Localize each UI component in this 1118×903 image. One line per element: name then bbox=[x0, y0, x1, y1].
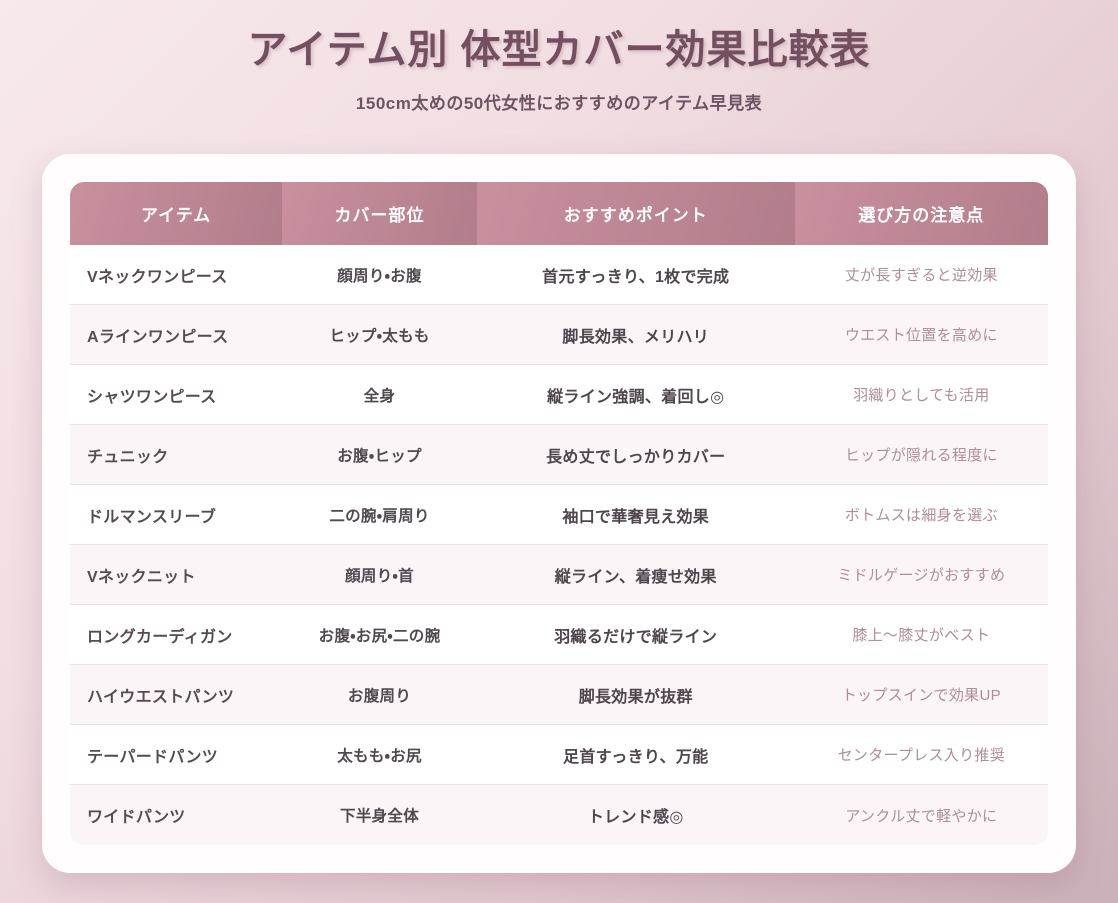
comparison-table: アイテム カバー部位 おすすめポイント 選び方の注意点 Vネックワンピース 顔周… bbox=[70, 182, 1048, 845]
cell-recommend-point: 縦ライン、着痩せ効果 bbox=[554, 568, 717, 586]
cell-selection-note: 丈が長すぎると逆効果 bbox=[844, 267, 998, 284]
page-subtitle: 150cm太めの50代女性におすすめのアイテム早見表 bbox=[355, 94, 763, 113]
cell-selection-note: 膝上〜膝丈がベスト bbox=[852, 627, 991, 644]
table-card: アイテム カバー部位 おすすめポイント 選び方の注意点 Vネックワンピース 顔周… bbox=[42, 154, 1076, 873]
cell-item: ハイウエストパンツ bbox=[87, 688, 235, 706]
table-header-row: アイテム カバー部位 おすすめポイント 選び方の注意点 bbox=[70, 182, 1048, 245]
cell-item: ロングカーディガン bbox=[87, 628, 233, 646]
cell-cover-area: 下半身全体 bbox=[340, 808, 420, 825]
table-row: シャツワンピース 全身 縦ライン強調、着回し◎ 羽織りとしても活用 bbox=[70, 365, 1048, 425]
cell-recommend-point: 首元すっきり、1枚で完成 bbox=[542, 268, 730, 286]
cell-item: シャツワンピース bbox=[87, 388, 217, 406]
cell-cover-area: 太もも・お尻 bbox=[337, 747, 422, 765]
cell-item: ドルマンスリーブ bbox=[87, 508, 217, 526]
cell-selection-note: ミドルゲージがおすすめ bbox=[837, 567, 1006, 584]
cell-item: Vネックニット bbox=[87, 568, 196, 586]
cell-cover-area: 全身 bbox=[363, 387, 396, 405]
cell-cover-area: 顔周り・首 bbox=[345, 567, 414, 585]
cell-cover-area: 二の腕・肩周り bbox=[329, 507, 430, 525]
table-row: ロングカーディガン お腹・お尻・二の腕 羽織るだけで縦ライン 膝上〜膝丈がベスト bbox=[70, 605, 1048, 665]
cell-recommend-point: 脚長効果、メリハリ bbox=[562, 328, 710, 346]
cell-selection-note: 羽織りとしても活用 bbox=[853, 387, 990, 404]
cell-item: ワイドパンツ bbox=[87, 809, 186, 826]
cell-selection-note: アンクル丈で軽やかに bbox=[845, 807, 998, 825]
cell-recommend-point: 長め丈でしっかりカバー bbox=[546, 448, 726, 466]
table-row: テーパードパンツ 太もも・お尻 足首すっきり、万能 センタープレス入り推奨 bbox=[70, 725, 1048, 785]
table-row: ワイドパンツ 下半身全体 トレンド感◎ アンクル丈で軽やかに bbox=[70, 785, 1048, 845]
table-row: Aラインワンピース ヒップ・太もも 脚長効果、メリハリ ウエスト位置を高めに bbox=[70, 305, 1048, 365]
cell-cover-area: お腹・ヒップ bbox=[337, 447, 422, 465]
table-row: チュニック お腹・ヒップ 長め丈でしっかりカバー ヒップが隠れる程度に bbox=[70, 425, 1048, 485]
page-background: アイテム別 体型カバー効果比較表 150cm太めの50代女性におすすめのアイテム… bbox=[0, 0, 1118, 873]
column-header-recommend-point: おすすめポイント bbox=[476, 182, 795, 245]
cell-selection-note: ウエスト位置を高めに bbox=[844, 327, 998, 344]
cell-selection-note: トップスインで効果UP bbox=[841, 687, 1001, 704]
cell-selection-note: ヒップが隠れる程度に bbox=[844, 447, 998, 464]
cell-item: テーパードパンツ bbox=[87, 748, 219, 766]
cell-recommend-point: 羽織るだけで縦ライン bbox=[554, 628, 718, 646]
page-title: アイテム別 体型カバー効果比較表 bbox=[247, 28, 871, 72]
cell-selection-note: ボトムスは細身を選ぶ bbox=[844, 507, 998, 524]
cell-recommend-point: トレンド感◎ bbox=[587, 809, 684, 826]
column-header-item: アイテム bbox=[70, 182, 283, 245]
column-header-selection-note: 選び方の注意点 bbox=[794, 182, 1048, 245]
table-row: Vネックニット 顔周り・首 縦ライン、着痩せ効果 ミドルゲージがおすすめ bbox=[70, 545, 1048, 605]
cell-item: チュニック bbox=[87, 448, 169, 466]
cell-item: Vネックワンピース bbox=[87, 268, 228, 286]
table-row: ドルマンスリーブ 二の腕・肩周り 袖口で華奢見え効果 ボトムスは細身を選ぶ bbox=[70, 485, 1048, 545]
cell-cover-area: 顔周り・お腹 bbox=[337, 267, 422, 285]
cell-recommend-point: 脚長効果が抜群 bbox=[578, 688, 693, 706]
cell-cover-area: お腹・お尻・二の腕 bbox=[318, 627, 441, 645]
cell-cover-area: お腹周り bbox=[347, 687, 412, 705]
cell-recommend-point: 足首すっきり、万能 bbox=[563, 748, 709, 766]
column-header-cover-area: カバー部位 bbox=[282, 182, 477, 245]
table-row: Vネックワンピース 顔周り・お腹 首元すっきり、1枚で完成 丈が長すぎると逆効果 bbox=[70, 245, 1048, 305]
cell-recommend-point: 袖口で華奢見え効果 bbox=[562, 508, 710, 526]
cell-recommend-point: 縦ライン強調、着回し◎ bbox=[547, 388, 725, 406]
cell-selection-note: センタープレス入り推奨 bbox=[837, 747, 1006, 764]
table-row: ハイウエストパンツ お腹周り 脚長効果が抜群 トップスインで効果UP bbox=[70, 665, 1048, 725]
cell-cover-area: ヒップ・太もも bbox=[329, 327, 430, 345]
page-header: アイテム別 体型カバー効果比較表 150cm太めの50代女性におすすめのアイテム… bbox=[0, 0, 1118, 116]
cell-item: Aラインワンピース bbox=[87, 328, 229, 346]
